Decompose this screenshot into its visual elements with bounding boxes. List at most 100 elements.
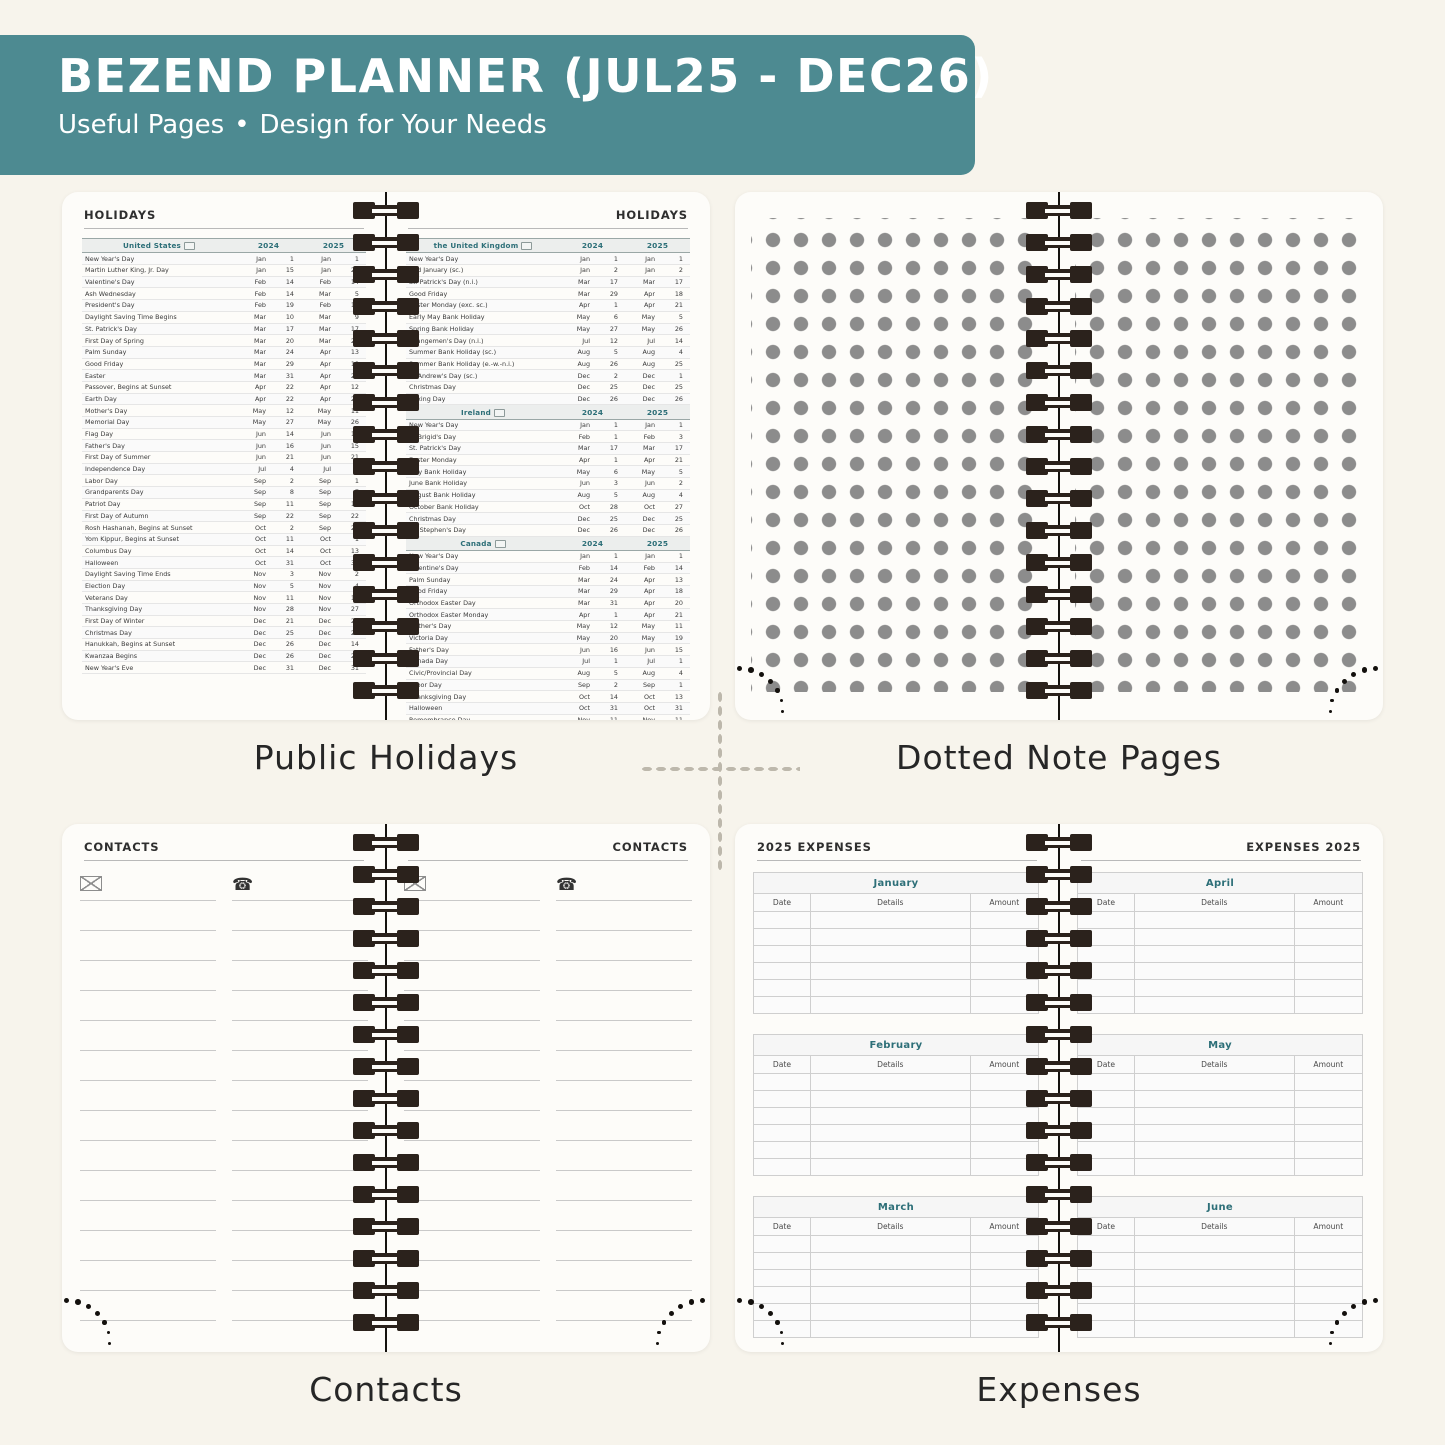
expense-cell-details[interactable]	[1134, 996, 1295, 1014]
expense-cell-details[interactable]	[810, 1303, 971, 1321]
expense-cell-details[interactable]	[1134, 945, 1295, 963]
expense-entry-row[interactable]	[1077, 1158, 1364, 1176]
expense-entry-row[interactable]	[753, 1269, 1040, 1287]
contacts-ruled-lines[interactable]	[556, 900, 692, 1334]
expense-entry-row[interactable]	[753, 911, 1040, 929]
contacts-ruled-lines[interactable]	[404, 900, 540, 1334]
expense-cell-amount[interactable]	[969, 979, 1040, 997]
expense-cell-details[interactable]	[1134, 979, 1295, 997]
expense-cell-date[interactable]	[753, 1252, 811, 1270]
expense-cell-amount[interactable]	[1293, 962, 1364, 980]
expense-cell-details[interactable]	[1134, 1269, 1295, 1287]
expense-entry-row[interactable]	[1077, 911, 1364, 929]
expense-entry-row[interactable]	[753, 1235, 1040, 1253]
spread-dotted-notes[interactable]	[735, 192, 1383, 720]
expense-entry-row[interactable]	[753, 1073, 1040, 1091]
expense-cell-date[interactable]	[753, 1158, 811, 1176]
expense-entry-row[interactable]	[753, 928, 1040, 946]
expense-cell-date[interactable]	[753, 928, 811, 946]
expense-month-table[interactable]: June Date Details Amount	[1077, 1196, 1364, 1338]
expense-cell-date[interactable]	[1077, 911, 1135, 929]
expense-cell-amount[interactable]	[969, 1303, 1040, 1321]
expense-cell-amount[interactable]	[1293, 1073, 1364, 1091]
expense-entry-row[interactable]	[1077, 1090, 1364, 1108]
expense-cell-date[interactable]	[753, 1286, 811, 1304]
expense-cell-details[interactable]	[1134, 962, 1295, 980]
expense-entry-row[interactable]	[1077, 1252, 1364, 1270]
expense-cell-details[interactable]	[1134, 1235, 1295, 1253]
expense-cell-amount[interactable]	[1293, 1303, 1364, 1321]
expense-cell-amount[interactable]	[969, 1090, 1040, 1108]
expense-cell-details[interactable]	[810, 911, 971, 929]
expense-cell-amount[interactable]	[969, 1124, 1040, 1142]
expense-cell-date[interactable]	[753, 1090, 811, 1108]
expense-cell-details[interactable]	[810, 1090, 971, 1108]
expense-entry-row[interactable]	[753, 979, 1040, 997]
expense-cell-details[interactable]	[1134, 1124, 1295, 1142]
expense-cell-amount[interactable]	[1293, 1286, 1364, 1304]
expense-entry-row[interactable]	[1077, 996, 1364, 1014]
expense-cell-amount[interactable]	[1293, 945, 1364, 963]
expense-cell-amount[interactable]	[969, 1269, 1040, 1287]
expense-month-table[interactable]: February Date Details Amount	[753, 1034, 1040, 1176]
expense-cell-date[interactable]	[753, 979, 811, 997]
expense-entry-row[interactable]	[1077, 1303, 1364, 1321]
expense-entry-row[interactable]	[753, 1090, 1040, 1108]
expense-cell-details[interactable]	[810, 979, 971, 997]
expense-entry-row[interactable]	[1077, 1235, 1364, 1253]
expense-cell-amount[interactable]	[1293, 928, 1364, 946]
expense-cell-date[interactable]	[1077, 979, 1135, 997]
expense-cell-details[interactable]	[810, 1320, 971, 1338]
expense-cell-details[interactable]	[1134, 1286, 1295, 1304]
expense-cell-details[interactable]	[810, 1269, 971, 1287]
expense-cell-amount[interactable]	[1293, 1158, 1364, 1176]
expense-entry-row[interactable]	[1077, 1269, 1364, 1287]
expense-cell-amount[interactable]	[1293, 1252, 1364, 1270]
expense-cell-details[interactable]	[1134, 1090, 1295, 1108]
expense-cell-amount[interactable]	[969, 1320, 1040, 1338]
expense-cell-amount[interactable]	[1293, 996, 1364, 1014]
expense-month-table[interactable]: May Date Details Amount	[1077, 1034, 1364, 1176]
expense-cell-details[interactable]	[810, 1073, 971, 1091]
expense-entry-row[interactable]	[753, 1303, 1040, 1321]
expense-cell-details[interactable]	[1134, 1303, 1295, 1321]
expense-cell-amount[interactable]	[969, 1141, 1040, 1159]
spread-contacts[interactable]: CONTACTS ☎ CONTACTS ☎	[62, 824, 710, 1352]
expense-cell-details[interactable]	[810, 996, 971, 1014]
contacts-ruled-lines[interactable]	[80, 900, 216, 1334]
expense-entry-row[interactable]	[1077, 928, 1364, 946]
expense-cell-amount[interactable]	[969, 1107, 1040, 1125]
expense-cell-details[interactable]	[1134, 1158, 1295, 1176]
expense-entry-row[interactable]	[753, 1252, 1040, 1270]
expense-entry-row[interactable]	[1077, 1286, 1364, 1304]
expense-cell-amount[interactable]	[1293, 911, 1364, 929]
expense-cell-details[interactable]	[810, 1158, 971, 1176]
expense-cell-amount[interactable]	[969, 1235, 1040, 1253]
expense-month-table[interactable]: January Date Details Amount	[753, 872, 1040, 1014]
expense-cell-details[interactable]	[810, 928, 971, 946]
expense-entry-row[interactable]	[753, 1320, 1040, 1338]
expense-cell-amount[interactable]	[969, 1073, 1040, 1091]
expense-cell-amount[interactable]	[1293, 1107, 1364, 1125]
expense-entry-row[interactable]	[1077, 1107, 1364, 1125]
expense-cell-details[interactable]	[1134, 911, 1295, 929]
expense-entry-row[interactable]	[753, 996, 1040, 1014]
expense-cell-date[interactable]	[753, 1269, 811, 1287]
expense-cell-date[interactable]	[753, 1073, 811, 1091]
expense-entry-row[interactable]	[1077, 962, 1364, 980]
expense-cell-amount[interactable]	[969, 945, 1040, 963]
expense-cell-details[interactable]	[810, 1252, 971, 1270]
expense-cell-details[interactable]	[810, 945, 971, 963]
expense-month-table[interactable]: April Date Details Amount	[1077, 872, 1364, 1014]
expense-entry-row[interactable]	[1077, 1124, 1364, 1142]
expense-cell-details[interactable]	[1134, 1073, 1295, 1091]
spread-public-holidays[interactable]: HOLIDAYS United States 2024 2025 New Year's…	[62, 192, 710, 720]
expense-cell-date[interactable]	[753, 945, 811, 963]
expense-cell-amount[interactable]	[969, 1158, 1040, 1176]
expense-cell-date[interactable]	[753, 1303, 811, 1321]
expense-entry-row[interactable]	[753, 1286, 1040, 1304]
expense-cell-date[interactable]	[753, 1235, 811, 1253]
expense-cell-amount[interactable]	[1293, 1124, 1364, 1142]
expense-cell-amount[interactable]	[1293, 979, 1364, 997]
expense-cell-details[interactable]	[1134, 1320, 1295, 1338]
